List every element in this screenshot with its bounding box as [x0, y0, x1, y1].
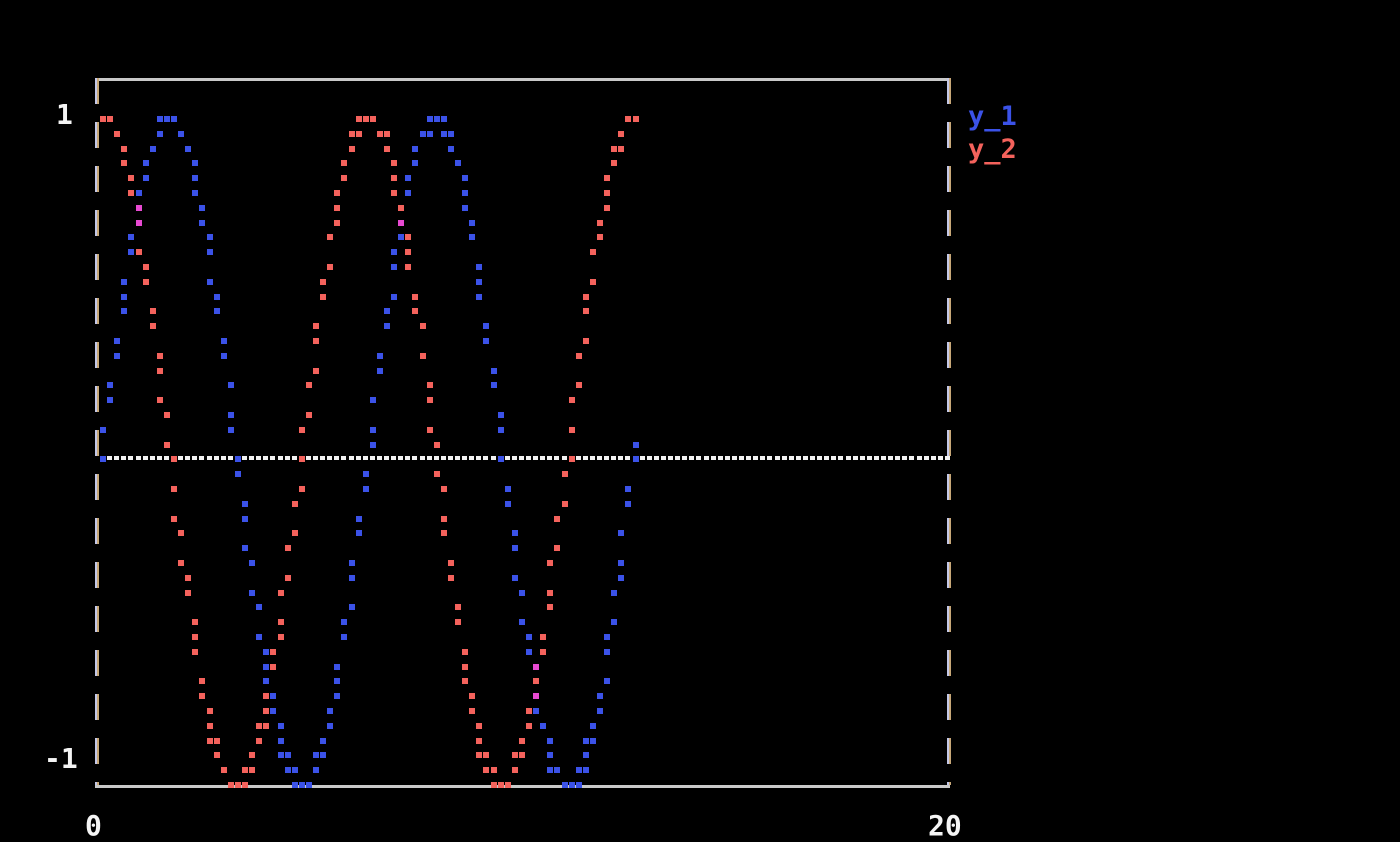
legend-item-y2: y_2	[968, 134, 1017, 165]
legend-item-y1: y_1	[968, 101, 1017, 132]
y-axis-bottom-tick-label: -1	[44, 742, 78, 775]
x-axis-left-tick-label: 0	[85, 809, 102, 842]
x-axis-right-tick-label: 20	[928, 809, 962, 842]
y-axis-top-tick-label: 1	[56, 98, 73, 131]
